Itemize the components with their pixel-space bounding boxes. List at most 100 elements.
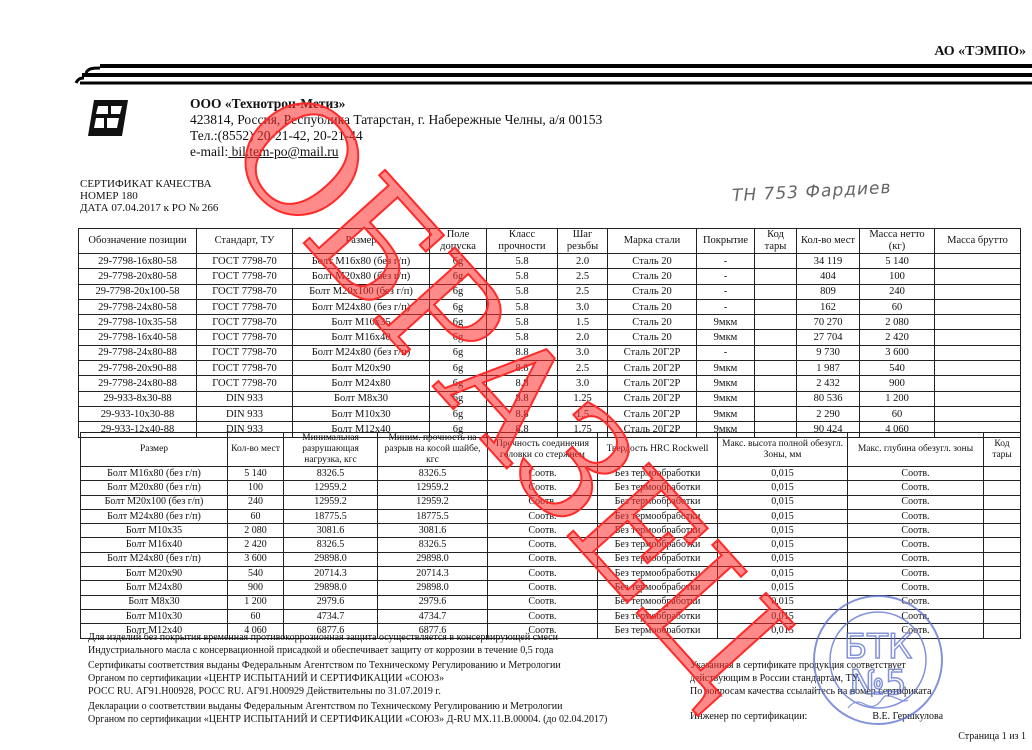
table-cell: 6g xyxy=(429,329,487,346)
table-cell: 5.8 xyxy=(486,298,558,316)
table-cell: 2 420 xyxy=(227,537,284,553)
table-row: Болт М16x80 (без г/п) 5 140 8326.5 8326.5 Со… xyxy=(80,465,1021,482)
table-cell: Соотв. xyxy=(487,537,598,553)
table-cell: Сталь 20Г2Р xyxy=(607,344,697,362)
table-cell: ГОСТ 7798-70 xyxy=(196,314,293,331)
compliance-note: действующим в России стандартам, ТУ. xyxy=(690,673,860,684)
table-cell: - xyxy=(696,268,755,285)
column-header: Марка стали xyxy=(607,228,697,254)
table-cell: 29-7798-16x40-58 xyxy=(78,329,197,346)
table-cell: Болт М10x35 xyxy=(292,314,430,331)
email-label: e-mail: xyxy=(190,144,229,159)
table-cell: 6g xyxy=(429,344,487,362)
table-cell: 404 xyxy=(796,268,860,285)
table-cell: 29898.0 xyxy=(283,580,378,596)
table-cell: 900 xyxy=(859,375,935,392)
table-cell xyxy=(934,252,1021,270)
table-cell xyxy=(983,494,1021,510)
table-cell xyxy=(754,314,797,331)
footer-note: Для изделий без покрытия временная проти… xyxy=(88,632,558,643)
table-cell: - xyxy=(696,252,755,270)
table-row: Болт М24x80 (без г/п) 3 600 29898.0 29898.0… xyxy=(80,551,1021,568)
company-email-line: e-mail: bil.tem-po@mail.ru xyxy=(190,144,602,160)
table-cell: 6g xyxy=(429,314,487,331)
table-row: Болт М8x30 1 200 2979.6 2979.6 Соотв. Без тер… xyxy=(80,594,1021,610)
column-header: Класс прочности xyxy=(486,228,558,254)
table-cell: Соотв. xyxy=(847,508,984,525)
table-row: Болт М20x80 (без г/п) 100 12959.2 12959.2 Со… xyxy=(80,480,1021,496)
table-cell: 9мкм xyxy=(696,390,755,407)
table-cell: Без термообработки xyxy=(597,623,718,639)
table-cell: 2 290 xyxy=(796,405,860,423)
table-cell: 2979.6 xyxy=(377,594,488,610)
column-header: Кол-во мест xyxy=(227,432,284,467)
table-cell: Соотв. xyxy=(847,480,984,496)
table-cell: Сталь 20Г2Р xyxy=(607,360,697,377)
table-cell: DIN 933 xyxy=(196,390,293,407)
table-row: 29-7798-24x80-58 ГОСТ 7798-70 Болт М24x80 … xyxy=(78,298,1021,316)
table-cell: 3.0 xyxy=(557,298,608,316)
table-cell: Болт М24x80 (без г/п) xyxy=(292,298,430,316)
table-cell: 60 xyxy=(227,608,284,625)
products-table: Обозначение позиции Стандарт, ТУ Размер Пол… xyxy=(78,228,1021,438)
table-cell: 2979.6 xyxy=(283,594,378,610)
table-row: 29-7798-10x35-58 ГОСТ 7798-70 Болт М10x35 6… xyxy=(78,314,1021,331)
table-cell: 0,015 xyxy=(717,508,848,525)
table-cell: 18775.5 xyxy=(283,508,378,525)
table-cell: Соотв. xyxy=(847,465,984,482)
table-cell: Болт М20x90 xyxy=(80,566,228,582)
table-cell: 34 119 xyxy=(796,252,860,270)
table-cell xyxy=(983,608,1021,625)
table-cell: 0,015 xyxy=(717,494,848,510)
table-cell xyxy=(754,375,797,392)
footer-notes: Для изделий без покрытия временная проти… xyxy=(88,631,607,726)
table-cell: 6g xyxy=(429,375,487,392)
table-cell: Болт М10x30 xyxy=(292,405,430,423)
company-logo xyxy=(88,100,128,136)
table-cell xyxy=(983,551,1021,568)
table-cell: 0,015 xyxy=(717,566,848,582)
column-header: Шаг резьбы xyxy=(557,228,608,254)
letterhead-stripes xyxy=(74,64,1032,85)
table-cell: Сталь 20Г2Р xyxy=(607,405,697,423)
table-row: 29-7798-24x80-88 ГОСТ 7798-70 Болт М24x80 6… xyxy=(78,375,1021,392)
table-row: 29-7798-20x90-88 ГОСТ 7798-70 Болт М20x90 6… xyxy=(78,360,1021,377)
table-row: 29-7798-20x80-58 ГОСТ 7798-70 Болт М20x80 … xyxy=(78,268,1021,285)
table-cell: 2.0 xyxy=(557,252,608,270)
table-cell xyxy=(983,537,1021,553)
table-cell: 0,015 xyxy=(717,523,848,539)
table-cell: Соотв. xyxy=(847,580,984,596)
column-header: Размер xyxy=(292,228,430,254)
table-row: 29-7798-20x100-58 ГОСТ 7798-70 Болт М20x10… xyxy=(78,283,1021,300)
column-header: Размер xyxy=(80,432,228,467)
table-cell: Соотв. xyxy=(847,623,984,639)
table-cell: 20714.3 xyxy=(283,566,378,582)
table-cell: 0,015 xyxy=(717,594,848,610)
column-header: Масса брутто xyxy=(934,228,1021,254)
table-cell: Сталь 20 xyxy=(607,329,697,346)
table-cell: 29-7798-24x80-88 xyxy=(78,375,197,392)
table-cell: 9мкм xyxy=(696,375,755,392)
table-cell: 0,015 xyxy=(717,623,848,639)
table-cell: Болт М10x30 xyxy=(80,608,228,625)
table-cell: 1.5 xyxy=(557,405,608,423)
table-cell: 3081.6 xyxy=(283,523,378,539)
table-cell: 9мкм xyxy=(696,360,755,377)
email-link[interactable]: bil.tem-po@mail.ru xyxy=(228,144,339,159)
column-header: Макс. глубина обезугл. зоны xyxy=(847,432,984,467)
test-results-table: Размер Кол-во мест Минимальная разрушающая… xyxy=(80,432,1021,639)
table-cell: Болт М10x35 xyxy=(80,523,228,539)
table-cell: 2 420 xyxy=(859,329,935,346)
column-header: Масса нетто (кг) xyxy=(859,228,935,254)
table-cell: Сталь 20 xyxy=(607,268,697,285)
table-cell: Без термообработки xyxy=(597,537,718,553)
table-cell: Болт М16x40 xyxy=(80,537,228,553)
table-cell: 29-7798-10x35-58 xyxy=(78,314,197,331)
table-cell: 0,015 xyxy=(717,465,848,482)
table-row: Болт М10x35 2 080 3081.6 3081.6 Соотв. Без те… xyxy=(80,523,1021,539)
table-cell: - xyxy=(696,344,755,362)
table-cell: Сталь 20 xyxy=(607,283,697,300)
table-cell: Соотв. xyxy=(487,465,598,482)
table-cell: Без термообработки xyxy=(597,480,718,496)
table-row: Болт М10x30 60 4734.7 4734.7 Соотв. Без термо… xyxy=(80,608,1021,625)
